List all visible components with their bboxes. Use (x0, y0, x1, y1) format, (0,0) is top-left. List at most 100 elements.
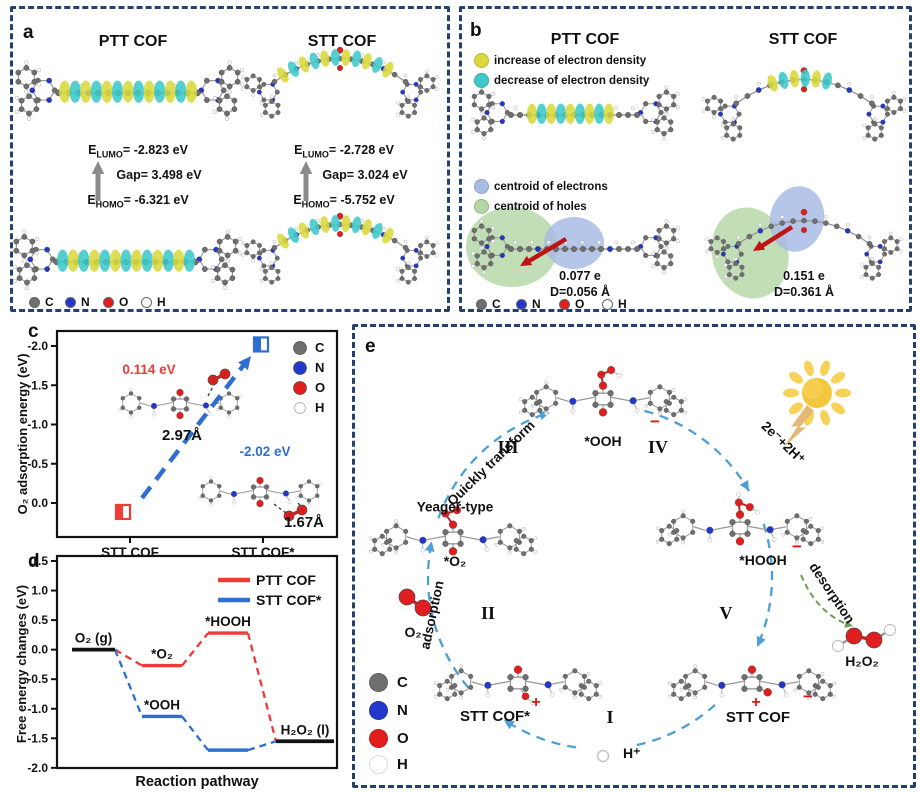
yeager-type-label: Yeager-type (416, 499, 494, 515)
svg-text:1.5: 1.5 (31, 554, 48, 568)
stt-charge-transfer: 0.151 e (783, 269, 825, 283)
svg-text:*O₂: *O₂ (151, 647, 173, 662)
panel-c-label: c (28, 321, 39, 342)
svg-text:Reaction pathway: Reaction pathway (135, 774, 258, 790)
svg-text:-0.5: -0.5 (27, 457, 48, 471)
state-v: V (719, 603, 733, 623)
svg-text:-0.5: -0.5 (27, 672, 48, 686)
svg-text:Free energy changes (eV): Free energy changes (eV) (14, 585, 29, 743)
svg-text:PTT COF: PTT COF (256, 572, 316, 588)
oxygen-dot-icon (369, 729, 388, 748)
svg-text:-2.0: -2.0 (27, 339, 48, 353)
oxygen-dot-icon (559, 298, 570, 310)
panel-d-chart: 1.5 1.0 0.5 0.0 -0.5 -1.0 -1.5 -2.0 Free energy … (14, 554, 339, 790)
atom-legend-h: H (141, 295, 166, 309)
stt-homo-energy: EHOMO= -5.752 eV (293, 193, 395, 210)
svg-text:-1.0: -1.0 (27, 418, 48, 432)
atom-legend-o: O (103, 295, 128, 309)
hooh-species-label: *HOOH (739, 552, 787, 568)
stt-cof-label: STT COF (725, 709, 791, 726)
ptt-lumo-energy: ELUMO= -2.823 eV (88, 143, 188, 160)
svg-text:-2.02 eV: -2.02 eV (239, 444, 290, 459)
svg-text:-1.5: -1.5 (27, 731, 48, 745)
panel-b-ptt-title: PTT COF (550, 31, 620, 48)
panel-b-label: b (470, 20, 482, 41)
panel-b-graphics (466, 67, 907, 299)
atom-legend-n: N (516, 297, 541, 311)
stt-gap: Gap= 3.024 eV (322, 168, 408, 182)
svg-text:−: − (803, 687, 813, 706)
stt-transfer-distance: D=0.361 Å (773, 285, 835, 299)
panel-d-label: d (28, 551, 40, 572)
atom-legend-n: N (65, 295, 90, 309)
centroid-holes-icon (474, 199, 489, 214)
panel-b-stt-title: STT COF (768, 31, 838, 48)
oxygen-dot-icon (103, 296, 114, 308)
legend-increase-density: increase of electron density (474, 53, 646, 68)
hydrogen-dot-icon (369, 755, 388, 774)
ptt-transfer-distance: D=0.056 Å (549, 285, 611, 299)
carbon-dot-icon (476, 298, 487, 310)
panel-b: b PTT COF STT COF increase of electron d… (459, 6, 912, 312)
atom-legend-c: C (369, 673, 408, 692)
atom-legend-c: C (476, 297, 501, 311)
ptt-homo-energy: EHOMO= -6.321 eV (87, 193, 189, 210)
atom-legend-n: N (369, 701, 408, 720)
carbon-dot-icon (369, 673, 388, 692)
svg-text:*HOOH: *HOOH (205, 614, 251, 629)
stt-lumo-energy: ELUMO= -2.728 eV (294, 143, 394, 160)
svg-text:H₂O₂ (l): H₂O₂ (l) (281, 722, 330, 737)
svg-text:0.114 eV: 0.114 eV (122, 362, 175, 377)
state-iii: III (497, 437, 519, 457)
state-ii: II (480, 603, 496, 623)
atom-legend-h: H (602, 297, 627, 311)
panel-a-graphics (13, 46, 439, 290)
nitrogen-dot-icon (516, 298, 527, 310)
state-i: I (606, 707, 614, 727)
svg-text:STT COF*: STT COF* (256, 592, 322, 608)
stt-cof-star-label: STT COF* (460, 708, 530, 725)
hydrogen-dot-icon (602, 298, 613, 310)
o2-molecule-label: O₂ (404, 624, 422, 640)
svg-text:0.5: 0.5 (31, 613, 48, 627)
atom-legend-o: O (559, 297, 584, 311)
svg-text:-1.0: -1.0 (27, 702, 48, 716)
svg-text:*OOH: *OOH (144, 697, 180, 712)
decrease-density-icon (474, 73, 489, 88)
svg-text:0.0: 0.0 (31, 496, 48, 510)
panel-a-label: a (23, 22, 34, 43)
panel-e-graphics: − − + + − (368, 360, 896, 763)
svg-text:N: N (315, 360, 324, 375)
increase-density-icon (474, 53, 489, 68)
atom-legend-o: O (369, 729, 409, 748)
panel-e: − − + + − e Quickly transform 2e⁻+2H⁺ desorp… (352, 324, 916, 788)
svg-text:1.0: 1.0 (31, 584, 48, 598)
centroid-electrons-icon (474, 179, 489, 194)
panel-a: a PTT COF STT COF ELUMO= -2.823 eV Gap= … (10, 6, 450, 312)
svg-text:0.0: 0.0 (31, 643, 48, 657)
nitrogen-dot-icon (369, 701, 388, 720)
svg-text:+: + (531, 694, 540, 711)
svg-text:O₂ adsorption energy (eV): O₂ adsorption energy (eV) (15, 353, 30, 514)
svg-text:H: H (315, 400, 324, 415)
hydrogen-dot-icon (141, 296, 152, 308)
atom-legend-c: C (29, 295, 54, 309)
legend-centroid-holes: centroid of holes (474, 199, 587, 214)
o2-adsorbed-label: *O₂ (443, 553, 467, 569)
legend-decrease-density: decrease of electron density (474, 73, 649, 88)
svg-text:-2.0: -2.0 (27, 761, 48, 775)
state-iv: IV (647, 437, 669, 457)
ooh-species-label: *OOH (584, 433, 622, 449)
panel-e-label: e (365, 336, 376, 357)
svg-text:−: − (792, 537, 802, 556)
legend-centroid-electrons: centroid of electrons (474, 179, 608, 194)
svg-text:−: − (650, 412, 660, 431)
carbon-dot-icon (29, 296, 40, 308)
svg-text:C: C (315, 340, 325, 355)
svg-text:O₂ (g): O₂ (g) (75, 631, 113, 646)
svg-text:2.97Å: 2.97Å (162, 427, 202, 444)
svg-text:O: O (315, 380, 325, 395)
panel-a-stt-title: STT COF (307, 33, 377, 50)
h-plus-label: H⁺ (623, 745, 641, 761)
